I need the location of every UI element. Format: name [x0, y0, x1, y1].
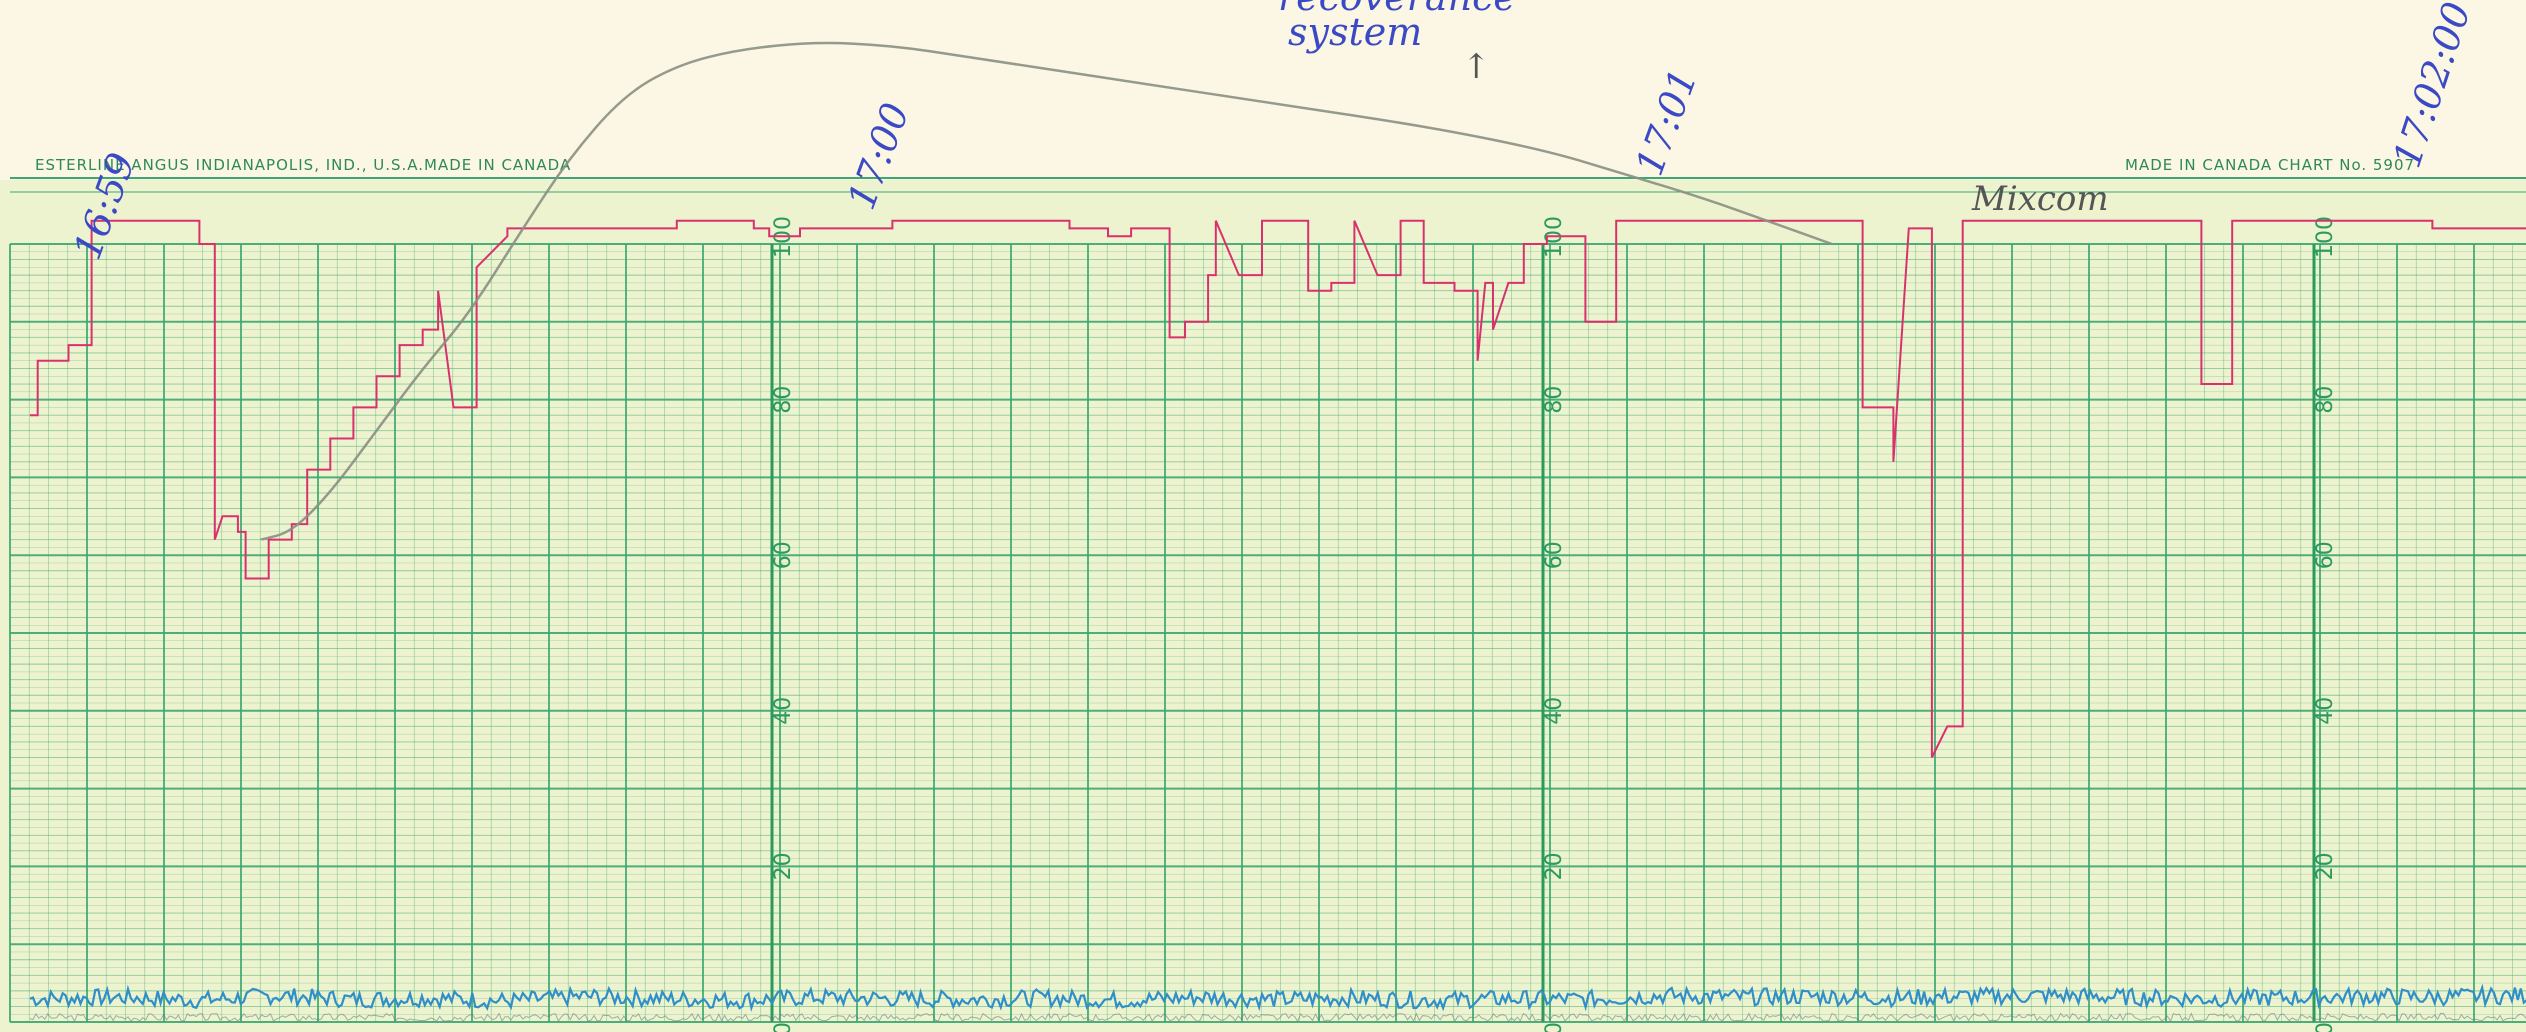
y-tick-label: 80 [1542, 386, 1567, 414]
y-tick-label: 40 [771, 697, 796, 725]
y-tick-label: 40 [2313, 697, 2338, 725]
printed-header: ESTERLINE ANGUS INDIANAPOLIS, IND., U.S.… [10, 156, 2526, 193]
y-tick-label: 80 [2313, 386, 2338, 414]
y-tick-label: 0 [1542, 1022, 1567, 1032]
series-line-secondary [29, 1012, 2526, 1023]
arrow-mark: ↑ [1462, 47, 1491, 87]
note-recoverance: recoverance [1278, 0, 1516, 19]
y-tick-label: 60 [1542, 541, 1567, 569]
note-mixcom: Mixcom [1971, 179, 2109, 219]
series-line-main [30, 219, 2526, 758]
y-tick-label: 80 [771, 386, 796, 414]
y-tick-label: 100 [2313, 216, 2338, 258]
series-layer [29, 41, 2526, 1023]
note-system: system [1288, 10, 1422, 54]
y-tick-label: 60 [771, 541, 796, 569]
y-tick-label: 0 [771, 1022, 796, 1032]
grid-background [0, 180, 2526, 1032]
grid [9, 243, 2526, 1023]
y-tick-label: 0 [2313, 1022, 2338, 1032]
y-tick-label: 40 [1542, 697, 1567, 725]
printed-chart-number: MADE IN CANADA CHART No. 5907 [2125, 156, 2415, 174]
printed-maker-text: ESTERLINE ANGUS INDIANAPOLIS, IND., U.S.… [35, 156, 571, 174]
y-tick-label: 60 [2313, 541, 2338, 569]
series-line-pencil-curve [259, 41, 1833, 541]
y-tick-label: 20 [2313, 852, 2338, 880]
y-tick-label: 20 [1542, 852, 1567, 880]
series-line-baseline [29, 983, 2526, 1012]
y-tick-label: 20 [771, 852, 796, 880]
